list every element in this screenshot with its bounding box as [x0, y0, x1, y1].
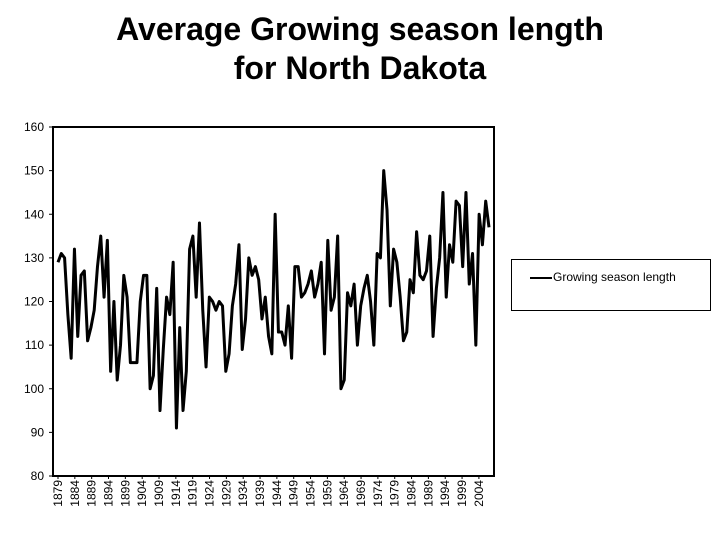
x-tick-label: 1989 [421, 480, 435, 507]
x-tick-label: 1934 [236, 480, 250, 507]
y-tick-label: 100 [24, 382, 44, 396]
x-tick-label: 2004 [472, 480, 486, 507]
x-tick-label: 1929 [219, 480, 233, 507]
y-tick-label: 150 [24, 164, 44, 178]
y-tick-label: 80 [31, 469, 45, 483]
x-tick-label: 1884 [68, 480, 82, 507]
x-tick-label: 1914 [169, 480, 183, 507]
legend: Growing season length [511, 259, 711, 311]
x-tick-label: 1984 [405, 480, 419, 507]
x-tick-label: 1879 [51, 480, 65, 507]
x-tick-label: 1939 [253, 480, 267, 507]
x-tick-label: 1904 [135, 480, 149, 507]
x-tick-label: 1959 [320, 480, 334, 507]
y-axis: 80 90 100 110 120 130 140 150 160 [24, 120, 53, 483]
chart-title-line-1: Average Growing season length [116, 11, 604, 47]
x-tick-label: 1899 [118, 480, 132, 507]
x-tick-label: 1954 [304, 480, 318, 507]
x-tick-label: 1909 [152, 480, 166, 507]
x-tick-label: 1974 [371, 480, 385, 507]
y-tick-label: 160 [24, 120, 44, 134]
y-tick-label: 110 [25, 338, 44, 352]
x-tick-label: 1889 [85, 480, 99, 507]
y-tick-label: 120 [24, 295, 44, 309]
x-tick-label: 1924 [203, 480, 217, 507]
y-tick-label: 130 [24, 251, 44, 265]
x-tick-label: 1969 [354, 480, 368, 507]
series-line-growing-season-length [56, 169, 491, 430]
chart-title-line-2: for North Dakota [233, 50, 487, 86]
x-tick-label: 1964 [337, 480, 351, 507]
legend-label: Growing season length [553, 270, 676, 284]
x-tick-label: 1944 [270, 480, 284, 507]
x-tick-label: 1994 [438, 480, 452, 507]
x-tick-label: 1949 [287, 480, 301, 507]
y-tick-label: 140 [24, 207, 44, 221]
x-tick-label: 1894 [102, 480, 116, 507]
x-tick-label: 1999 [455, 480, 469, 507]
legend-line-swatch [530, 277, 552, 279]
x-axis: 1879 1884 1889 1894 1899 1904 1909 1914 1919 1924… [51, 476, 486, 507]
series-group [56, 169, 491, 430]
x-tick-label: 1919 [186, 480, 200, 507]
y-tick-label: 90 [31, 425, 45, 439]
x-tick-label: 1979 [388, 480, 402, 507]
chart-title: Average Growing season length for North … [0, 10, 720, 88]
